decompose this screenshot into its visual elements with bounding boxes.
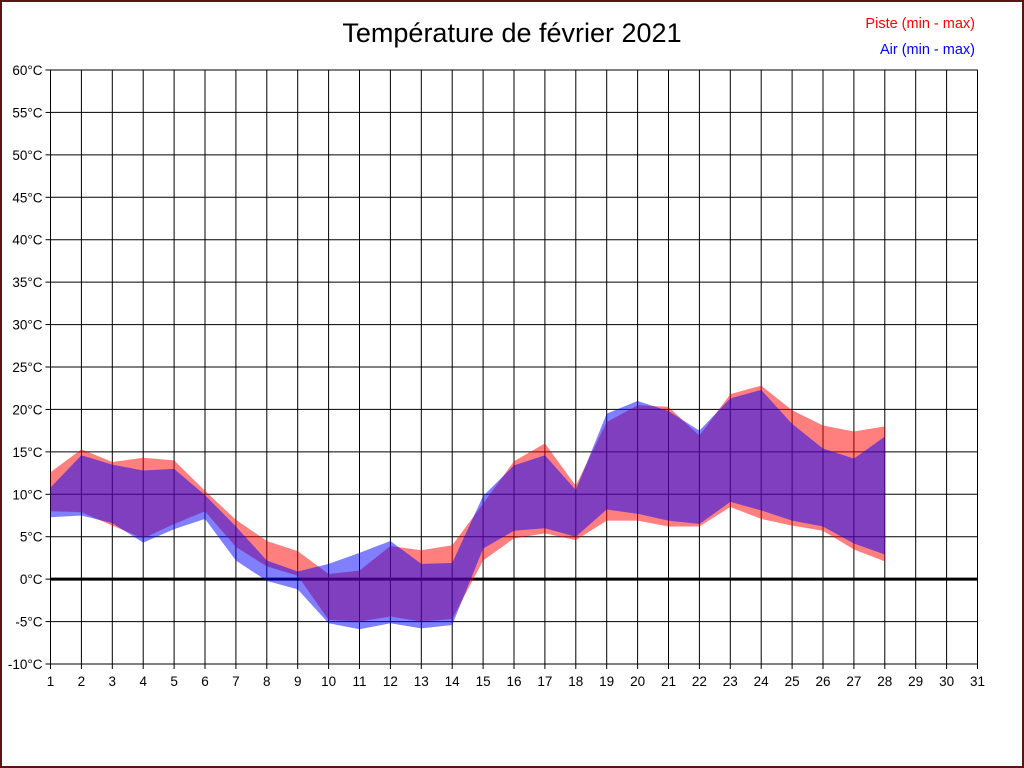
y-tick-label: 60°C xyxy=(12,63,42,78)
y-tick-label: 0°C xyxy=(20,572,43,587)
x-tick-label: 10 xyxy=(321,674,336,689)
x-tick-label: 21 xyxy=(661,674,676,689)
x-tick-label: 22 xyxy=(692,674,707,689)
x-tick-label: 13 xyxy=(414,674,429,689)
x-tick-label: 19 xyxy=(599,674,614,689)
x-tick-label: 25 xyxy=(785,674,800,689)
legend-item-air: Air (min - max) xyxy=(879,42,975,58)
x-tick-label: 8 xyxy=(263,674,271,689)
x-tick-label: 4 xyxy=(139,674,147,689)
x-tick-label: 30 xyxy=(939,674,954,689)
air-band xyxy=(50,389,885,630)
x-tick-label: 15 xyxy=(476,674,491,689)
x-tick-label: 3 xyxy=(109,674,117,689)
y-tick-label: 5°C xyxy=(20,530,43,545)
x-tick-label: 18 xyxy=(568,674,583,689)
x-tick-label: 17 xyxy=(537,674,552,689)
y-tick-label: 45°C xyxy=(12,190,42,205)
x-tick-label: 6 xyxy=(201,674,209,689)
x-tick-label: 26 xyxy=(815,674,830,689)
y-tick-label: 55°C xyxy=(12,105,42,120)
x-tick-label: 28 xyxy=(877,674,892,689)
x-tick-label: 24 xyxy=(754,674,770,689)
x-tick-label: 27 xyxy=(846,674,861,689)
x-tick-label: 12 xyxy=(383,674,398,689)
x-tick-label: 14 xyxy=(445,674,461,689)
x-tick-label: 1 xyxy=(47,674,55,689)
y-tick-label: 25°C xyxy=(12,360,42,375)
y-tick-label: 20°C xyxy=(12,402,42,417)
x-tick-label: 2 xyxy=(78,674,86,689)
y-tick-label: 40°C xyxy=(12,233,42,248)
y-tick-label: 35°C xyxy=(12,275,42,290)
y-tick-label: 50°C xyxy=(12,148,42,163)
x-tick-label: 20 xyxy=(630,674,645,689)
y-tick-label: -5°C xyxy=(15,615,42,630)
legend-item-piste: Piste (min - max) xyxy=(865,16,975,32)
x-tick-label: 11 xyxy=(352,674,366,689)
x-tick-label: 29 xyxy=(908,674,923,689)
y-tick-label: 10°C xyxy=(12,487,42,502)
x-tick-label: 23 xyxy=(723,674,738,689)
x-tick-label: 7 xyxy=(232,674,240,689)
x-tick-label: 16 xyxy=(506,674,521,689)
x-tick-label: 31 xyxy=(970,674,985,689)
chart-title: Température de février 2021 xyxy=(342,18,682,48)
y-tick-label: 30°C xyxy=(12,318,42,333)
x-tick-label: 9 xyxy=(294,674,302,689)
legend: Piste (min - max) Air (min - max) xyxy=(865,11,975,63)
y-tick-label: -10°C xyxy=(8,657,43,672)
x-tick-label: 5 xyxy=(170,674,178,689)
y-tick-label: 15°C xyxy=(12,445,42,460)
